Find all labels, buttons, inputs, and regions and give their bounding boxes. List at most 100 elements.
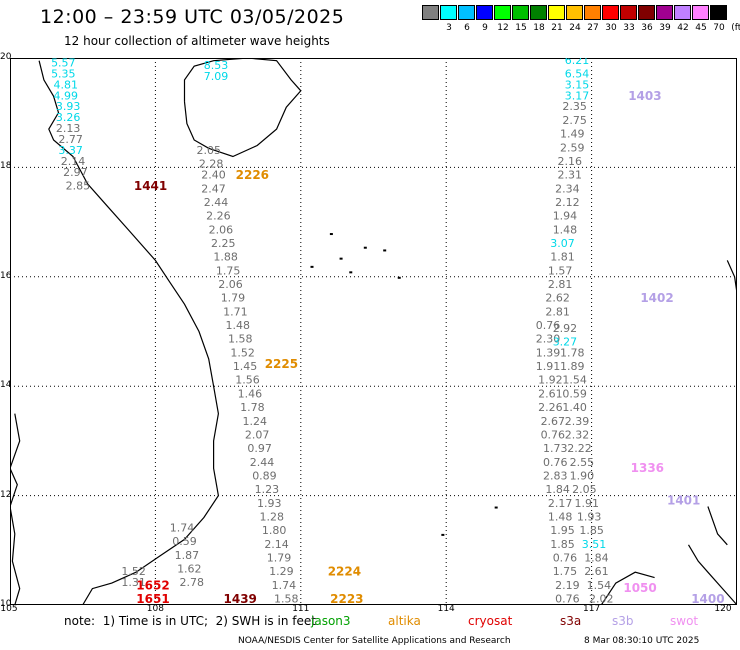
wave-height-value: 1.74 xyxy=(170,521,195,534)
satellite-pass-number: 2223 xyxy=(330,592,363,605)
wave-height-value: 0.76 xyxy=(543,456,568,469)
color-scale-label: 42 xyxy=(677,23,689,33)
footer-timestamp: 8 Mar 08:30:10 UTC 2025 xyxy=(584,636,700,646)
satellite-pass-number: 1651 xyxy=(136,592,169,605)
wave-height-value: 3.26 xyxy=(56,111,81,124)
color-scale-swatch xyxy=(422,5,439,20)
wave-height-value: 1.93 xyxy=(257,497,282,510)
wave-height-value: 1.75 xyxy=(553,565,578,578)
wave-height-value: 3.15 xyxy=(565,78,590,91)
wave-height-value: 2.81 xyxy=(548,278,573,291)
wave-height-value: 2.92 xyxy=(553,322,578,335)
color-scale-swatch xyxy=(458,5,475,20)
coastline xyxy=(707,506,728,546)
wave-height-value: 1.28 xyxy=(259,510,284,523)
wave-height-value: 2.78 xyxy=(180,576,205,589)
wave-height-map: 5.57 5.35 4.81 4.99 3.93 3.26 2.13 2.77 3.37 2.14… xyxy=(10,58,737,605)
wave-height-value: 3.37 xyxy=(58,144,83,157)
wave-height-value: 1.88 xyxy=(213,251,238,264)
wave-height-value: 2.59 xyxy=(560,141,585,154)
wave-height-value: 2.75 xyxy=(562,114,587,127)
color-scale-swatch xyxy=(656,5,673,20)
wave-height-value: 2.61 xyxy=(584,565,609,578)
wave-height-value: 2.19 xyxy=(555,579,580,592)
wave-height-value: 6.21 xyxy=(565,58,590,67)
satellite-pass-number: 1400 xyxy=(691,592,724,605)
map-canvas: 5.575.354.814.993.933.262.132.773.372.14… xyxy=(10,58,737,605)
wave-height-value: 2.47 xyxy=(201,182,226,195)
wave-height-value: 1.79 xyxy=(267,552,292,565)
island xyxy=(441,533,445,536)
color-scale-label: 9 xyxy=(482,23,488,33)
wave-height-value: 1.81 xyxy=(550,251,575,264)
wave-height-value: 6.54 xyxy=(565,67,590,80)
wave-height-value: 1.71 xyxy=(223,305,248,318)
wave-height-value: 4.99 xyxy=(53,89,78,102)
wave-height-value: 1.84 xyxy=(545,483,570,496)
wave-height-value: 2.26 xyxy=(538,401,563,414)
wave-height-value: 2.34 xyxy=(555,182,580,195)
wave-height-value: 1.52 xyxy=(230,346,255,359)
wave-height-value: 0.76 xyxy=(536,319,561,332)
wave-height-value: 1.40 xyxy=(562,401,587,414)
footer-note: note: 1) Time is in UTC; 2) SWH is in fe… xyxy=(64,614,316,628)
color-scale-swatch xyxy=(674,5,691,20)
coastline xyxy=(600,571,655,605)
wave-height-value: 3.27 xyxy=(553,335,578,348)
legend-altika: altika xyxy=(388,614,421,628)
page-subtitle: 12 hour collection of altimeter wave hei… xyxy=(64,34,330,48)
wave-height-value: 1.84 xyxy=(584,552,609,565)
wave-height-value: 0.59 xyxy=(562,387,587,400)
color-scale-swatch xyxy=(710,5,727,20)
wave-height-value: 2.16 xyxy=(558,155,583,168)
color-scale-swatch xyxy=(566,5,583,20)
wave-height-value: 2.26 xyxy=(206,210,231,223)
map-border xyxy=(10,58,737,605)
wave-height-value: 1.80 xyxy=(262,524,287,537)
wave-height-value: 2.06 xyxy=(209,223,234,236)
color-scale-swatch xyxy=(620,5,637,20)
wave-height-value: 1.54 xyxy=(562,374,587,387)
longitude-label: 117 xyxy=(583,604,601,614)
wave-height-value: 1.79 xyxy=(221,292,246,305)
color-scale-swatch xyxy=(530,5,547,20)
wave-height-value: 2.44 xyxy=(250,456,275,469)
wave-height-value: 4.81 xyxy=(53,78,78,91)
island xyxy=(349,271,353,274)
wave-height-value: 1.91 xyxy=(536,360,561,373)
wave-height-value: 2.14 xyxy=(61,155,86,168)
wave-height-value: 1.95 xyxy=(550,524,575,537)
wave-height-value: 2.44 xyxy=(204,196,229,209)
wave-height-value: 1.48 xyxy=(553,223,578,236)
wave-height-value: 1.94 xyxy=(553,210,578,223)
wave-height-value: 0.76 xyxy=(555,593,580,605)
wave-height-value: 2.25 xyxy=(211,237,236,250)
island xyxy=(310,265,314,268)
wave-height-value: 2.97 xyxy=(63,166,88,179)
color-scale-swatch xyxy=(584,5,601,20)
wave-height-value: 3.07 xyxy=(550,237,575,250)
coastline xyxy=(10,413,21,605)
wave-height-value: 2.06 xyxy=(218,278,243,291)
wave-height-value: 2.07 xyxy=(245,428,270,441)
wave-height-value: 5.35 xyxy=(51,67,76,80)
color-scale-label: 15 xyxy=(515,23,527,33)
wave-height-value: 2.13 xyxy=(56,122,81,135)
legend-swot: swot xyxy=(670,614,699,628)
wave-height-value: 0.97 xyxy=(247,442,272,455)
wave-height-value: 1.87 xyxy=(175,549,200,562)
wave-height-value: 1.56 xyxy=(235,374,260,387)
wave-height-value: 2.32 xyxy=(565,428,590,441)
satellite-pass-number: 2225 xyxy=(265,357,298,371)
satellite-pass-number: 1403 xyxy=(628,89,661,103)
wave-height-value: 2.39 xyxy=(565,415,590,428)
color-scale-unit: (ft) xyxy=(731,23,740,33)
wave-height-value: 2.62 xyxy=(545,292,570,305)
wave-height-value: 1.90 xyxy=(570,469,595,482)
wave-height-value: 1.74 xyxy=(272,579,297,592)
wave-height-value: 2.22 xyxy=(567,442,592,455)
satellite-pass-number: 2226 xyxy=(236,168,269,182)
satellite-pass-number: 2224 xyxy=(328,565,361,579)
wave-height-value: 0.76 xyxy=(553,552,578,565)
island xyxy=(363,246,367,249)
